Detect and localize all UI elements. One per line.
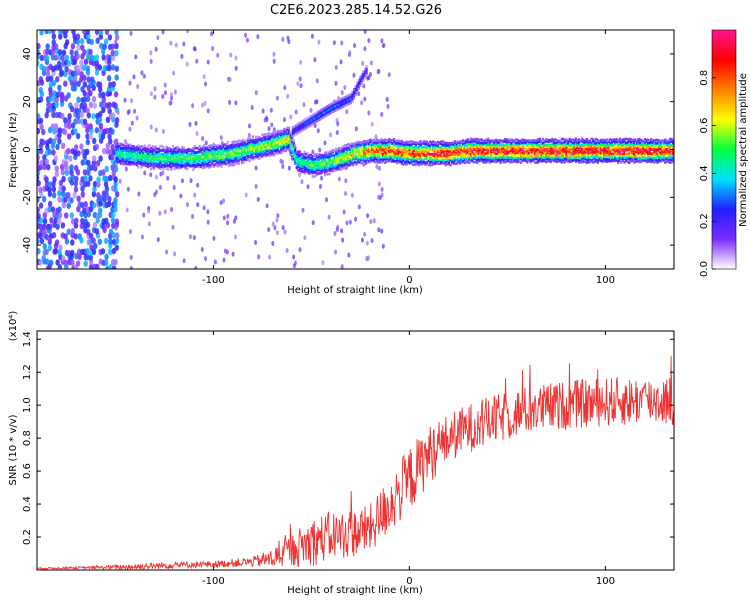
x-tick-label: 100 — [596, 576, 615, 587]
colorbar-label: Normalized spectral amplitude — [738, 73, 749, 227]
spectrogram-y-axis: -40 -20 0 20 40 — [22, 48, 674, 253]
y-tick-label: 0 — [22, 146, 33, 152]
colorbar-frame — [711, 29, 737, 270]
x-tick-label: -100 — [202, 275, 225, 286]
y-tick-label: 0.2 — [22, 529, 33, 545]
x-tick-label: 0 — [406, 275, 412, 286]
colorbar: 0.0 0.2 0.4 0.6 0.8 Normalized spectral ampl… — [699, 29, 749, 277]
y-tick-label: -20 — [22, 189, 33, 205]
spectrogram-y-label: Frequency (Hz) — [8, 112, 19, 188]
colorbar-gradient — [712, 30, 736, 269]
spectrogram-panel: -100 0 100 -40 -20 0 20 40 Height of straight … — [8, 29, 675, 296]
figure-title: C2E6.2023.285.14.52.G26 — [270, 3, 442, 18]
colorbar-tick-label: 0.4 — [699, 165, 710, 181]
y-tick-label: 0.8 — [22, 430, 33, 446]
spectrogram-x-axis: -100 0 100 — [202, 30, 615, 286]
snr-panel: -100 0 100 0.2 0.4 0.6 0.8 1.0 1.2 1.4 Height of… — [8, 311, 675, 596]
snr-x-label: Height of straight line (km) — [287, 585, 423, 596]
y-tick-label: 1.0 — [22, 397, 33, 413]
y-tick-label: 0.4 — [22, 496, 33, 512]
colorbar-tick-label: 0.6 — [699, 118, 710, 134]
y-tick-label: 1.4 — [22, 331, 33, 347]
y-tick-label: 20 — [22, 95, 33, 108]
x-tick-label: 0 — [406, 576, 412, 587]
colorbar-tick-label: 0.2 — [699, 213, 710, 229]
snr-x-axis: -100 0 100 — [202, 331, 615, 587]
y-tick-label: -40 — [22, 237, 33, 253]
y-tick-label: 40 — [22, 48, 33, 61]
y-tick-label: 0.6 — [22, 463, 33, 479]
colorbar-tick-label: 0.0 — [699, 261, 710, 277]
x-tick-label: -100 — [202, 576, 225, 587]
snr-y-axis: 0.2 0.4 0.6 0.8 1.0 1.2 1.4 — [22, 331, 674, 545]
snr-frame — [36, 330, 675, 571]
snr-y-multiplier: (x10⁴) — [8, 311, 19, 342]
colorbar-tick-label: 0.8 — [699, 70, 710, 86]
colorbar-ticks: 0.0 0.2 0.4 0.6 0.8 — [699, 70, 716, 277]
snr-series-line — [37, 355, 674, 570]
spectrogram-cells — [37, 30, 674, 269]
x-tick-label: 100 — [596, 275, 615, 286]
spectrogram-x-label: Height of straight line (km) — [287, 285, 423, 296]
snr-y-label: SNR (10 * v/v) — [8, 414, 19, 485]
y-tick-label: 1.2 — [22, 364, 33, 380]
